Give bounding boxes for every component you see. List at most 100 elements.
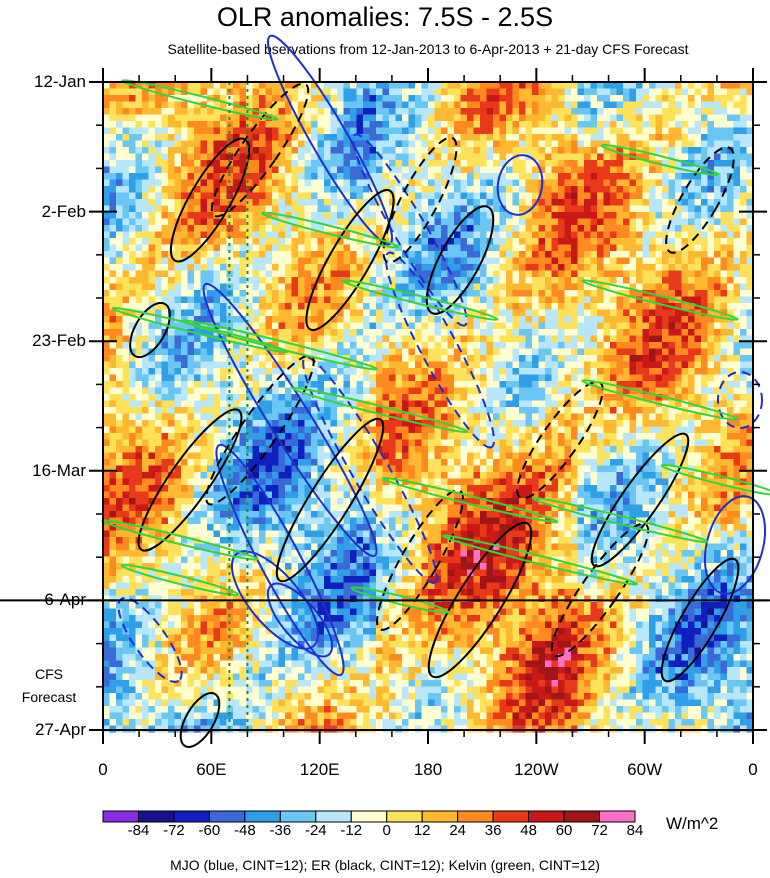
- field-cell: [402, 95, 410, 103]
- field-cell: [421, 231, 429, 239]
- field-cell: [701, 166, 709, 174]
- field-cell: [441, 368, 449, 376]
- field-cell: [291, 251, 299, 259]
- field-cell: [135, 108, 143, 116]
- field-cell: [317, 212, 325, 220]
- field-cell: [454, 251, 462, 259]
- field-cell: [740, 225, 748, 233]
- field-cell: [382, 374, 390, 382]
- field-cell: [155, 322, 163, 330]
- field-cell: [701, 355, 709, 363]
- field-cell: [421, 160, 429, 168]
- field-cell: [493, 82, 501, 90]
- field-cell: [142, 218, 150, 226]
- field-cell: [460, 238, 468, 246]
- field-cell: [213, 121, 221, 129]
- field-cell: [389, 134, 397, 142]
- field-cell: [577, 277, 585, 285]
- field-cell: [213, 101, 221, 109]
- field-cell: [220, 257, 228, 265]
- field-cell: [506, 277, 514, 285]
- field-cell: [480, 290, 488, 298]
- field-cell: [616, 134, 624, 142]
- field-cell: [187, 368, 195, 376]
- field-cell: [363, 218, 371, 226]
- field-cell: [519, 342, 527, 350]
- field-cell: [272, 296, 280, 304]
- field-cell: [129, 101, 137, 109]
- field-cell: [135, 329, 143, 337]
- field-cell: [694, 82, 702, 90]
- field-cell: [532, 251, 540, 259]
- field-cell: [109, 153, 117, 161]
- field-cell: [324, 342, 332, 350]
- field-cell: [207, 335, 215, 343]
- field-cell: [733, 121, 741, 129]
- field-cell: [213, 348, 221, 356]
- field-cell: [415, 82, 423, 90]
- field-cell: [467, 374, 475, 382]
- field-cell: [181, 309, 189, 317]
- field-cell: [317, 192, 325, 200]
- field-cell: [298, 238, 306, 246]
- field-cell: [707, 277, 715, 285]
- field-cell: [434, 212, 442, 220]
- field-cell: [285, 101, 293, 109]
- field-cell: [129, 114, 137, 122]
- field-cell: [441, 121, 449, 129]
- field-cell: [740, 95, 748, 103]
- field-cell: [311, 264, 319, 272]
- field-cell: [519, 374, 527, 382]
- field-cell: [291, 381, 299, 389]
- field-cell: [350, 160, 358, 168]
- field-cell: [311, 88, 319, 96]
- field-cell: [155, 101, 163, 109]
- field-cell: [525, 322, 533, 330]
- field-cell: [480, 160, 488, 168]
- field-cell: [571, 381, 579, 389]
- field-cell: [649, 192, 657, 200]
- field-cell: [272, 218, 280, 226]
- field-cell: [668, 82, 676, 90]
- field-cell: [103, 316, 111, 324]
- field-cell: [480, 348, 488, 356]
- field-cell: [343, 303, 351, 311]
- field-cell: [551, 322, 559, 330]
- field-cell: [161, 238, 169, 246]
- field-cell: [350, 218, 358, 226]
- field-cell: [662, 381, 670, 389]
- field-cell: [148, 316, 156, 324]
- field-cell: [603, 244, 611, 252]
- field-cell: [298, 88, 306, 96]
- field-cell: [109, 381, 117, 389]
- field-cell: [616, 231, 624, 239]
- field-cell: [740, 199, 748, 207]
- field-cell: [109, 335, 117, 343]
- field-cell: [161, 101, 169, 109]
- field-cell: [668, 329, 676, 337]
- field-cell: [103, 82, 111, 90]
- field-cell: [525, 121, 533, 129]
- field-cell: [265, 251, 273, 259]
- field-cell: [415, 335, 423, 343]
- field-cell: [142, 335, 150, 343]
- field-cell: [272, 121, 280, 129]
- field-cell: [298, 218, 306, 226]
- field-cell: [519, 134, 527, 142]
- field-cell: [181, 381, 189, 389]
- field-cell: [636, 231, 644, 239]
- field-cell: [155, 400, 163, 408]
- field-cell: [636, 166, 644, 174]
- field-cell: [746, 114, 754, 122]
- field-cell: [473, 186, 481, 194]
- field-cell: [636, 173, 644, 181]
- field-cell: [376, 153, 384, 161]
- field-cell: [610, 316, 618, 324]
- field-cell: [213, 88, 221, 96]
- field-cell: [356, 212, 364, 220]
- field-cell: [363, 121, 371, 129]
- field-cell: [317, 134, 325, 142]
- field-cell: [174, 322, 182, 330]
- field-cell: [720, 173, 728, 181]
- field-cell: [642, 316, 650, 324]
